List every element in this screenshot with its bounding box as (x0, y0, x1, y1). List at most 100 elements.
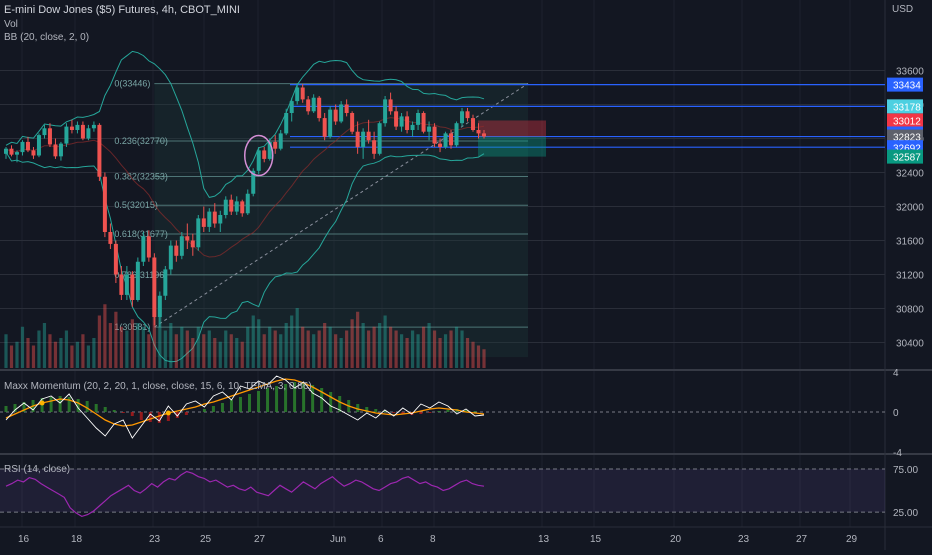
highlight-ellipse (243, 134, 274, 177)
time-tick-label: 23 (738, 534, 750, 545)
momentum-histogram-bar (464, 410, 468, 412)
volume-bar (443, 334, 448, 368)
candle-body (130, 274, 135, 300)
momentum-histogram-bar (148, 412, 152, 422)
momentum-histogram-bar (401, 412, 405, 414)
price-tick-label: 32400 (896, 169, 924, 180)
candle-body (482, 133, 486, 137)
volume-bar (163, 330, 167, 368)
momentum-histogram-bar (58, 396, 62, 412)
volume-bar (119, 326, 123, 368)
candle-body (399, 116, 404, 127)
candle-body (289, 101, 294, 113)
volume-bar (367, 330, 371, 368)
volume-bar (158, 315, 162, 368)
volume-bar (9, 345, 14, 368)
momentum-histogram-bar (275, 386, 279, 412)
time-tick-label: 23 (149, 534, 161, 545)
volume-bar (75, 341, 80, 368)
candle-body (317, 97, 322, 119)
volume-bar (103, 304, 107, 368)
momentum-histogram-bar (392, 412, 396, 413)
fib-level-label: 0.786(31196) (114, 270, 167, 280)
momentum-signal-line (5, 375, 485, 439)
volume-bar (334, 334, 338, 368)
volume-bar (20, 326, 25, 368)
price-tick-label: 30400 (896, 339, 924, 350)
symbol-title[interactable]: E-mini Dow Jones ($5) Futures, 4h, CBOT_… (4, 4, 240, 16)
momentum-histogram-bar (121, 412, 125, 413)
volume-bar (262, 334, 266, 368)
candle-body (196, 218, 201, 248)
volume-bar (42, 323, 47, 368)
volume-bar (394, 330, 398, 368)
candle-body (9, 148, 14, 155)
candle-body (163, 269, 168, 296)
momentum-histogram-bar (67, 397, 71, 412)
momentum-histogram-bar (85, 401, 89, 412)
volume-bar (31, 345, 36, 368)
candle-body (212, 211, 217, 224)
momentum-histogram-bar (130, 412, 134, 416)
candle-body (388, 99, 393, 112)
fib-level-label: 0.236(32770) (114, 136, 168, 146)
price-tag-label: 33178 (893, 102, 921, 113)
fib-level-label: 0.5(32015) (114, 200, 158, 210)
momentum-histogram-bar (419, 412, 423, 414)
price-tag-label: 32692 (893, 144, 921, 155)
momentum-histogram-bar (257, 391, 261, 412)
rsi-line (5, 470, 485, 518)
price-tick-label: 31600 (896, 237, 924, 248)
candle-body (328, 109, 333, 137)
fib-level-label: 0.618(31677) (114, 229, 168, 239)
momentum-histogram-bar (49, 397, 53, 412)
volume-bar (114, 311, 118, 368)
candle-body (394, 111, 399, 127)
momentum-histogram-bar (473, 411, 477, 412)
volume-bar (141, 326, 145, 368)
price-tick-label: 31200 (896, 271, 924, 282)
time-tick-label: 13 (538, 534, 550, 545)
volume-legend[interactable]: Vol (4, 19, 18, 30)
candle-body (311, 97, 316, 112)
momentum-histogram-bar (284, 384, 288, 412)
volume-bar (460, 330, 464, 368)
momentum-histogram-bar (157, 412, 161, 423)
momentum-histogram-bar (220, 403, 224, 412)
volume-bar (323, 323, 327, 368)
volume-bar (279, 334, 283, 368)
time-tick-label: 15 (590, 534, 602, 545)
price-tag (887, 77, 923, 92)
candle-body (229, 199, 234, 212)
volume-bar (273, 330, 277, 368)
volume-bar (218, 341, 222, 368)
candle-body (4, 148, 8, 154)
candle-body (267, 141, 272, 159)
rsi-legend[interactable]: RSI (14, close) (4, 464, 71, 475)
volume-bar (59, 338, 63, 368)
volume-bar (410, 330, 415, 368)
momentum-histogram-bar (184, 412, 188, 415)
volume-bar (240, 341, 244, 368)
rsi-tick-label: 75.00 (893, 465, 918, 476)
candle-body (355, 131, 360, 147)
candle-body (124, 274, 129, 295)
volume-bar (356, 311, 360, 368)
stop-zone (478, 120, 546, 137)
momentum-histogram-bar (302, 383, 306, 412)
candle-body (201, 218, 206, 227)
bollinger-legend[interactable]: BB (20, close, 2, 0) (4, 32, 90, 43)
volume-bar (196, 326, 200, 368)
candle-body (432, 126, 437, 144)
momentum-histogram-bar (229, 400, 233, 412)
candle-body (157, 295, 162, 317)
momentum-legend[interactable]: Maxx Momentum (20, 2, 20, 1, close, clos… (4, 381, 312, 392)
candle-body (460, 111, 465, 124)
volume-bar (37, 330, 41, 368)
volume-bar (427, 323, 431, 368)
candle-body (443, 133, 448, 147)
momentum-histogram-bar (356, 404, 360, 412)
volume-bar (339, 338, 343, 368)
